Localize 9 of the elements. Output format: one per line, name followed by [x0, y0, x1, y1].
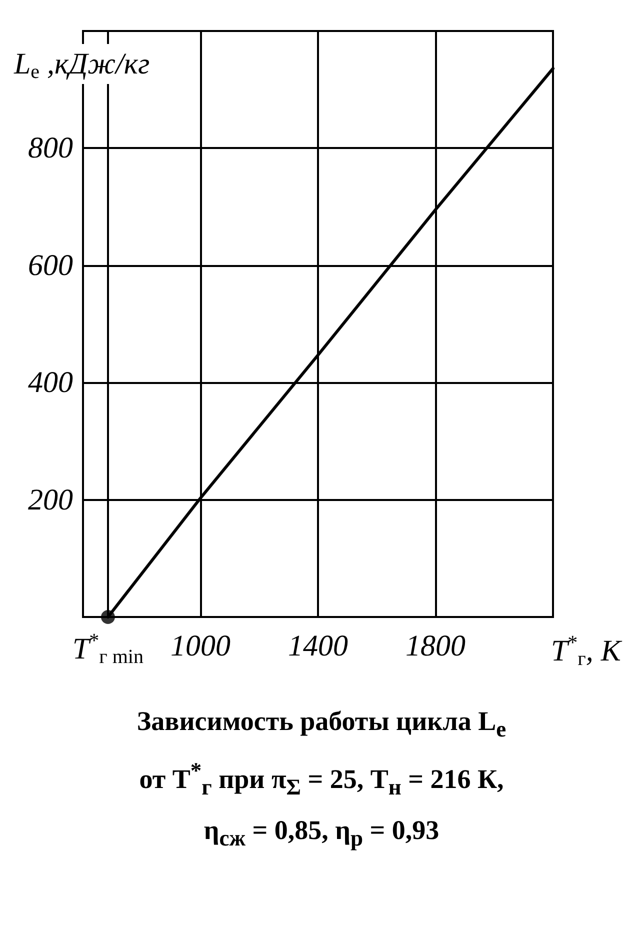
- y-tick-label: 400: [28, 366, 73, 400]
- y-tick-label: 800: [28, 132, 73, 165]
- x-tick-label: T*г min: [72, 630, 144, 668]
- chart-title: Зависимость работы цикла L$_{e}$ от T$^{*}$$_{г}$ при π$_{Σ}$ = 25, T$_{н}$ = 216 К, η$_{сж}$ = 0,85, η$_{р}$ = 0,93: [136, 706, 506, 850]
- x-tick-label: 1000: [170, 630, 230, 662]
- y-tick-label: 600: [28, 248, 73, 282]
- y-tick-label: 200: [28, 483, 73, 516]
- x-tick-label: 1800: [406, 630, 466, 662]
- x-tick-label: 1400: [288, 630, 348, 662]
